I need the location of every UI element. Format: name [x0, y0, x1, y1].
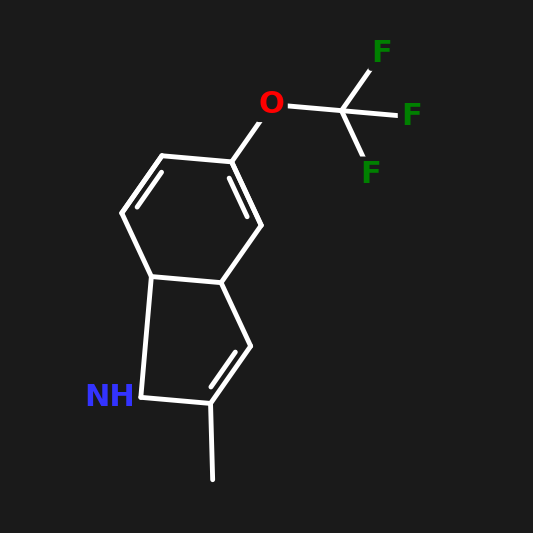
Text: NH: NH — [84, 383, 135, 412]
Text: F: F — [401, 102, 422, 131]
Text: O: O — [259, 90, 285, 119]
Text: F: F — [361, 159, 382, 189]
Text: F: F — [372, 39, 392, 68]
